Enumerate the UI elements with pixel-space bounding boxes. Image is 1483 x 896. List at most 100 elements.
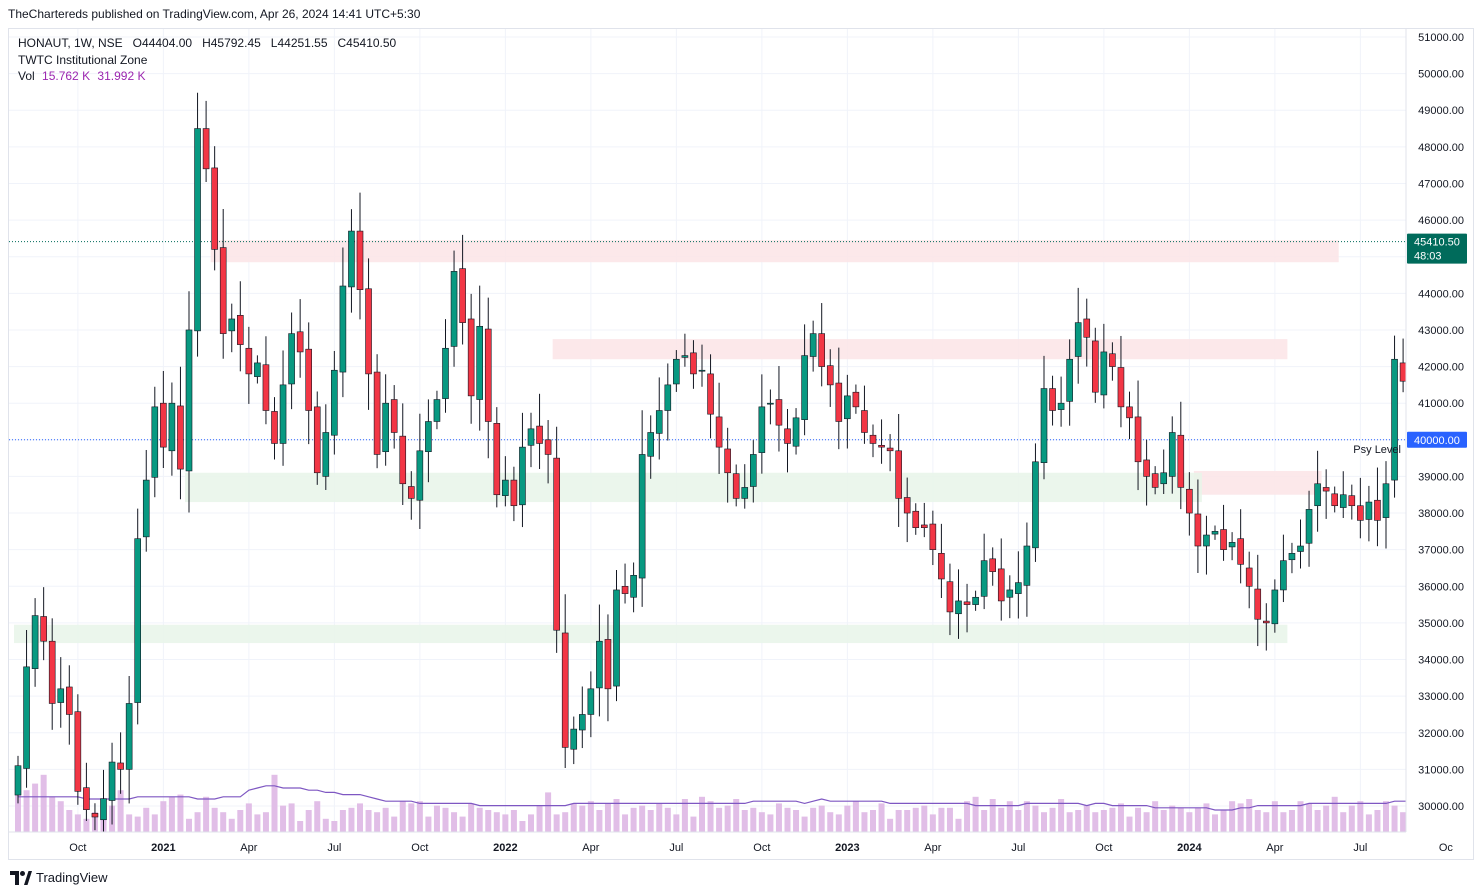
candle (23, 629, 30, 788)
candle-body-up (596, 640, 603, 689)
candle (1374, 467, 1381, 547)
volume-bar (339, 810, 346, 832)
candle-body-down (1322, 487, 1330, 492)
candle (459, 234, 466, 345)
candle (980, 533, 988, 610)
tradingview-logo[interactable]: TradingView (10, 870, 108, 885)
candle (442, 319, 449, 413)
candle-body-up (638, 454, 646, 579)
candle-body-up (698, 369, 706, 372)
volume-bar (528, 814, 534, 832)
volume-bar (1391, 805, 1398, 832)
candle (66, 665, 73, 745)
volume-bar (1186, 812, 1193, 832)
candle-body-down (997, 568, 1005, 602)
candle (339, 247, 347, 398)
candle-body-up (142, 479, 150, 538)
candle (493, 407, 501, 508)
candle-body-down (536, 425, 543, 444)
volume-bar (1032, 805, 1039, 832)
candle (365, 258, 372, 410)
candle (1194, 479, 1202, 574)
candle-body-down (160, 402, 167, 448)
price-tick-label: 50000.00 (1418, 69, 1464, 81)
volume-bar (1340, 812, 1347, 832)
candle-body-down (262, 364, 270, 411)
candle (373, 354, 381, 469)
last-price-tag: 45410.50 48:03 (1407, 233, 1467, 264)
volume-bar (733, 799, 740, 832)
volume-bar (1280, 812, 1287, 832)
candle-body-up (1015, 582, 1022, 594)
candle (1228, 532, 1236, 561)
candle-body-down (903, 497, 911, 514)
candle-body-up (570, 728, 578, 750)
candle-body-down (1126, 406, 1133, 419)
candle (1297, 519, 1304, 569)
volume-bar (1203, 803, 1210, 832)
candle (903, 477, 911, 543)
price-tick-label: 32000.00 (1418, 728, 1464, 740)
volume-bar (946, 807, 953, 832)
symbol-ohlc[interactable]: HONAUT, 1W, NSE O44404.00 H45792.45 L442… (18, 36, 397, 50)
volume-bar (1177, 807, 1184, 832)
candle (613, 570, 620, 702)
price-tick-label: 46000.00 (1418, 215, 1464, 227)
candle (655, 377, 663, 460)
candle-body-down (1143, 459, 1150, 477)
volume-bar (878, 803, 885, 832)
volume-bar (1374, 810, 1381, 832)
chart-frame[interactable] (8, 28, 1474, 860)
candle-body-up (1211, 531, 1219, 535)
candle (561, 594, 569, 769)
price-tick-label: 38000.00 (1418, 508, 1464, 520)
zone-red (1193, 470, 1322, 495)
candle (784, 409, 791, 473)
volume-bar (228, 818, 235, 832)
candle-body-down (1399, 362, 1406, 382)
indicator-name[interactable]: TWTC Institutional Zone (18, 52, 148, 67)
candle-body-down (1331, 493, 1338, 507)
candle (1288, 542, 1296, 574)
candle (125, 676, 133, 804)
candle-body-up (1228, 542, 1236, 548)
candle (1271, 579, 1279, 633)
volume-bar (1143, 812, 1150, 832)
volume-bar (1109, 807, 1116, 832)
volume-bar (1288, 810, 1295, 832)
candle (1032, 443, 1039, 562)
time-tick-label: Apr (1266, 842, 1283, 854)
volume-bar (23, 790, 30, 832)
volume-bar (357, 803, 363, 832)
candle-body-up (801, 355, 808, 420)
candle (638, 410, 646, 607)
candle (271, 397, 278, 460)
candle (83, 762, 90, 822)
candle-body-down (1237, 538, 1244, 565)
volume-bar (1246, 799, 1253, 832)
candle-body-down (373, 371, 381, 455)
candle (1066, 339, 1073, 426)
candle-body-up (1288, 553, 1296, 561)
candle (279, 350, 287, 466)
candle-body-down (459, 268, 466, 323)
candle-body-up (1040, 388, 1048, 463)
volume-bar (314, 801, 321, 832)
volume-bar (989, 799, 996, 832)
psy-level-tag: 40000.00 Psy Level (1353, 431, 1467, 456)
candlestick-chart[interactable]: 51000.00 50000.00 49000.00 48000.00 47000.00… (0, 0, 1483, 866)
candle-body-up (1074, 322, 1082, 357)
candle-body-down (484, 328, 492, 422)
volume-bar (476, 807, 483, 832)
candle (989, 547, 997, 586)
candle (142, 449, 150, 552)
candle (1263, 603, 1270, 651)
volume-bar (485, 810, 492, 832)
volume-bar (40, 774, 47, 832)
candle (1348, 484, 1356, 520)
volume-bar (570, 803, 577, 832)
volume-legend[interactable]: Vol 15.762 K 31.992 K (18, 68, 396, 85)
candle-body-up (527, 428, 535, 446)
candle-body-up (279, 384, 287, 444)
candle-body-up (1066, 358, 1073, 402)
